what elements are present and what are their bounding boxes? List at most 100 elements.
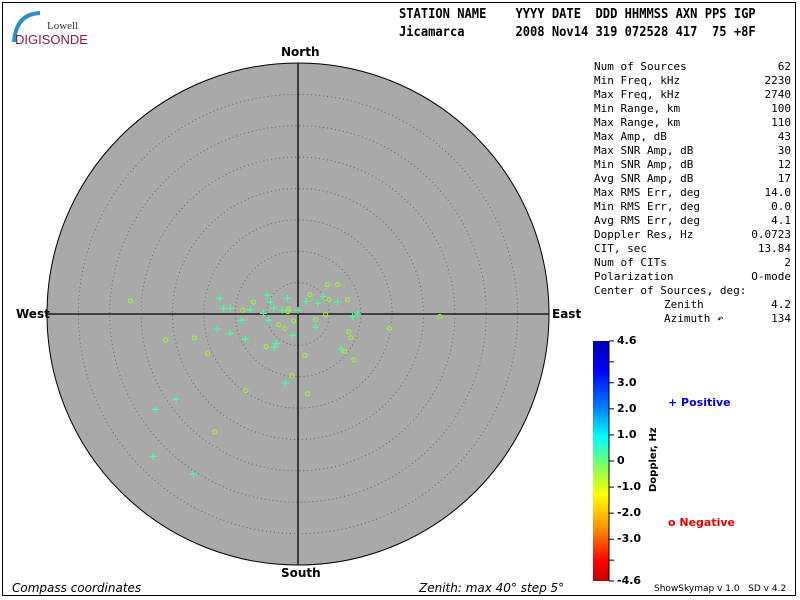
colorbar [593,341,609,581]
colorbar-tick-label: -4.6 [617,574,642,587]
header-labels: STATION NAME YYYY DATE DDD HHMMSS AXN PP… [399,7,756,22]
source-positive [283,294,291,302]
source-negative [285,306,292,312]
source-positive [172,395,180,403]
source-negative [162,337,169,343]
colorbar-tick-label: 2.0 [617,401,637,415]
source-negative [275,322,282,328]
source-negative [326,296,332,303]
stat-value: 2 [784,256,791,269]
stat-row: Max RMS Err, deg 14.0 [594,186,791,200]
source-positive [288,331,296,339]
source-positive [226,304,234,312]
legend-positive-label: Positive [681,396,731,409]
stat-row: Avg SNR Amp, dB 17 [594,172,791,186]
version-showskymap: ShowSkymap v 1.0 [654,584,740,594]
header-values: Jicamarca 2008 Nov14 319 072528 417 75 +… [399,25,756,40]
source-positive [272,339,280,347]
stat-value: 12 [777,158,791,171]
center-zenith-row: Zenith 4.2 [594,298,791,312]
source-negative [191,335,198,341]
source-positive [354,310,362,318]
source-negative [348,335,354,341]
source-negative [342,349,348,355]
stat-label: Min Freq, kHz [594,74,681,87]
source-positive [334,298,342,306]
stat-row: Max Amp, dB 43 [594,130,791,144]
plus-icon: + [668,396,682,409]
stat-label: Doppler Res, Hz [594,228,694,241]
source-positive [238,316,246,324]
logo-swoosh-icon [12,11,41,43]
label-north: North [281,45,320,59]
stat-value: 110 [771,116,791,129]
stat-row: Avg RMS Err, deg 4.1 [594,214,791,228]
source-negative [312,317,319,323]
stat-value: 14.0 [764,186,792,199]
colorbar-tick-label: 0 [617,454,625,467]
stat-label: Max SNR Amp, dB [594,144,694,157]
label-east: East [552,307,582,321]
source-positive [319,292,327,300]
legend-positive: + Positive [668,396,731,409]
source-positive [241,335,249,343]
center-title: Center of Sources, deg: [594,284,747,297]
colorbar-tick-label: 1.0 [617,427,637,441]
stat-row: Min Range, km 100 [594,102,791,116]
zenith-value: 4.2 [771,298,791,311]
stat-label: Num of CITs [594,256,667,269]
stat-value: 100 [771,102,791,115]
stat-label: CIT, sec [594,242,647,255]
source-positive [270,304,278,312]
logo-lowell: Lowell [47,20,79,32]
stat-label: Max Range, km [594,116,681,129]
source-positive [278,306,286,314]
stat-row: Min SNR Amp, dB 12 [594,158,791,172]
source-negative [289,372,295,379]
stat-row: CIT, sec 13.84 [594,242,791,256]
source-positive [281,379,289,387]
stat-label: Avg RMS Err, deg [594,214,700,227]
stat-value: O-mode [751,270,791,283]
source-negative [243,387,249,394]
center-title-row: Center of Sources, deg: [594,284,791,298]
stat-row: Min Freq, kHz 2230 [594,74,791,88]
colorbar-title: Doppler, Hz [648,427,659,492]
source-positive [337,345,345,353]
source-negative [304,391,311,397]
source-negative [250,299,257,305]
legend-negative-label: Negative [679,516,736,529]
stat-row: Min RMS Err, deg 0.0 [594,200,791,214]
stat-label: Max RMS Err, deg [594,186,700,199]
footer-coordinates: Compass coordinates [12,581,142,595]
source-positive [263,291,271,299]
source-negative [240,307,246,313]
source-negative [387,325,393,332]
stat-label: Num of Sources [594,60,687,73]
logo-digisonde: DIGISONDE [15,32,88,47]
source-positive [294,306,302,314]
stat-label: Avg SNR Amp, dB [594,172,694,185]
source-negative [302,352,308,359]
source-positive [349,313,357,321]
stats-table: Num of Sources 62 Min Freq, kHz 2230 Max Fre… [594,60,791,326]
colorbar-tick-label: -2.0 [617,506,642,520]
colorbar-tick-label: -3.0 [617,532,642,546]
source-positive [302,297,310,305]
source-negative [344,296,351,303]
source-positive [246,306,254,314]
version-sd: SD v 4.2 [748,584,787,594]
source-positive [259,309,267,317]
source-negative [282,325,288,332]
stat-value: 13.84 [757,242,791,255]
source-positive [314,299,322,307]
source-negative [437,313,443,320]
stat-value: 2740 [764,88,792,101]
zenith-label: Zenith [664,298,704,311]
stat-value: 0.0 [771,200,791,213]
stat-label: Min RMS Err, deg [594,200,700,213]
source-negative [211,429,218,435]
source-negative [323,312,329,318]
